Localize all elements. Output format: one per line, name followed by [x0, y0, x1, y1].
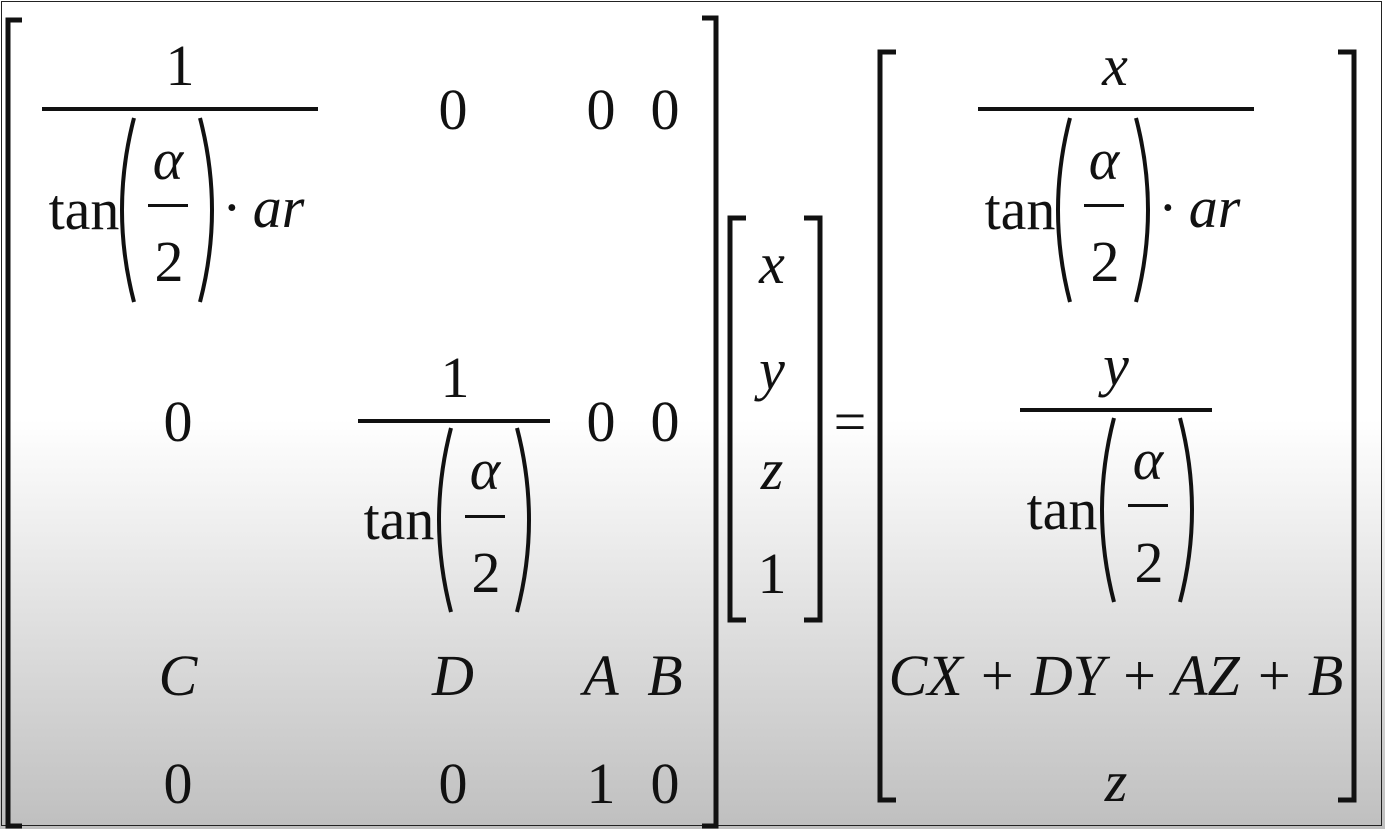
r1c1-two: 2 [154, 229, 184, 294]
res1-alpha: α [1088, 127, 1120, 192]
r2c2-two: 2 [471, 540, 501, 605]
vector-y: y [759, 337, 785, 402]
r4c1: 0 [163, 751, 193, 816]
r2c2-tan: tan [363, 487, 435, 552]
res3-expression: CX + DY + AZ + B [888, 643, 1344, 708]
vector-right-bracket [804, 215, 823, 623]
r1c3: 0 [586, 77, 616, 142]
r2c4: 0 [650, 389, 680, 454]
r1c2: 0 [438, 77, 468, 142]
r1c4: 0 [650, 77, 680, 142]
matrix-left-bracket [5, 17, 22, 829]
matrix-right-bracket [702, 15, 719, 829]
paren-left-res2 [1100, 417, 1116, 603]
res1-dot-ar: · ar [1159, 175, 1241, 240]
r1c1-fraction-bar [42, 107, 318, 111]
r4c4: 0 [650, 751, 680, 816]
r1c1-dot-ar: · ar [223, 175, 305, 240]
equals-sign: = [833, 389, 867, 454]
res2-two: 2 [1134, 530, 1164, 595]
r3c1: C [158, 643, 198, 708]
r4c2: 0 [438, 751, 468, 816]
r3c2: D [432, 643, 474, 708]
res2-alpha: α [1132, 427, 1164, 492]
result-right-bracket [1338, 49, 1357, 803]
paren-left-r1c1 [120, 117, 136, 303]
r2c2-alpha: α [469, 437, 501, 502]
res2-tan: tan [1026, 477, 1098, 542]
r1c1-alpha: α [152, 127, 184, 192]
paren-right-res1 [1134, 117, 1150, 303]
r1c1-numerator: 1 [165, 33, 195, 98]
vector-z: z [760, 437, 784, 502]
vector-left-bracket [727, 215, 746, 623]
res2-inner-bar [1128, 504, 1168, 507]
r2c2-fraction-bar [358, 419, 550, 423]
r4c3: 1 [586, 751, 616, 816]
res1-numerator: x [1102, 33, 1128, 98]
r2c2-numerator: 1 [440, 345, 470, 410]
vector-one: 1 [757, 541, 787, 606]
res4-z: z [1104, 749, 1128, 814]
paren-right-r1c1 [198, 117, 214, 303]
res1-inner-bar [1084, 204, 1124, 207]
r2c2-inner-bar [465, 515, 505, 518]
vector-x: x [759, 231, 785, 296]
paren-right-r2c2 [515, 427, 531, 613]
res1-two: 2 [1090, 229, 1120, 294]
res2-fraction-bar [1020, 408, 1212, 412]
paren-left-res1 [1056, 117, 1072, 303]
res1-tan: tan [984, 177, 1056, 242]
r1c1-inner-bar [148, 204, 188, 207]
paren-right-res2 [1178, 417, 1194, 603]
result-left-bracket [877, 49, 896, 803]
res2-numerator: y [1103, 333, 1129, 398]
r2c1: 0 [163, 389, 193, 454]
res1-fraction-bar [978, 107, 1254, 111]
r3c4: B [647, 643, 683, 708]
r1c1-tan: tan [48, 177, 120, 242]
paren-left-r2c2 [437, 427, 453, 613]
r2c3: 0 [586, 389, 616, 454]
r3c3: A [583, 643, 619, 708]
